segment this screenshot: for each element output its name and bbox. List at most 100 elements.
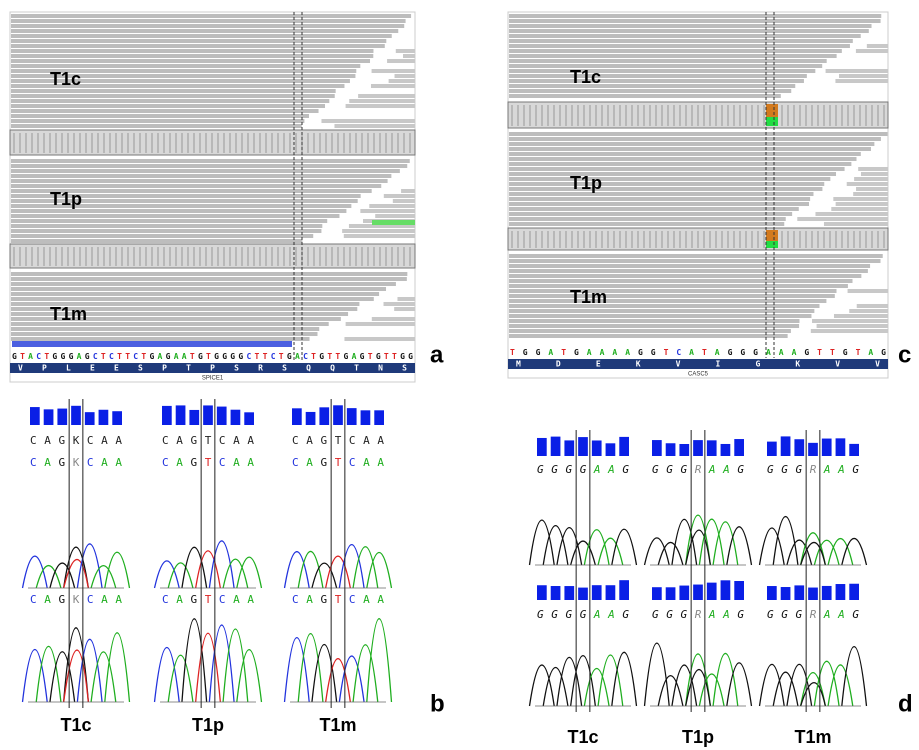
trace-peak [727,527,752,565]
read [372,69,415,73]
read [509,289,837,293]
read [858,167,888,171]
allele-ref [766,104,778,117]
trace-peak [584,668,609,706]
base-calls: CAGTCAA [162,434,254,447]
quality-bar [707,440,717,456]
read [509,259,881,263]
trace-peak [209,625,234,702]
quality-bar [781,587,791,600]
trace-peak [64,559,89,588]
read [509,284,848,288]
read [11,297,374,301]
quality-bar [551,437,561,456]
trace-peak [773,517,798,565]
read [342,229,415,233]
trace-peak [91,566,116,588]
trace-peak [842,647,867,706]
trace-peak [312,644,337,702]
quality-bar [176,405,186,425]
read [372,317,415,321]
read [509,319,799,323]
read [509,24,872,28]
read [853,192,888,196]
read [11,104,325,108]
gene-name: CASC5 [688,372,709,378]
read [11,124,302,128]
quality-bar [822,586,832,600]
read [509,64,822,68]
trace-peak [672,519,697,565]
trace-peak [105,633,130,702]
base-calls: CAGKCAA [30,456,122,469]
trace-peak [353,645,378,702]
read [509,49,842,53]
read [371,84,415,88]
trace-peak [105,552,130,588]
read [856,49,888,53]
trace-peak [801,542,826,565]
trace-peak [787,540,812,565]
read [344,234,415,238]
read [509,89,791,93]
read [369,204,415,208]
read [349,99,415,103]
read [848,289,888,293]
quality-bar [592,440,602,456]
read [397,297,415,301]
read [11,24,404,28]
trace-peak [543,526,568,565]
read [11,159,410,163]
read [11,59,370,63]
read [11,49,373,53]
read [509,44,850,48]
trace-peak [64,650,89,702]
figure: a c b d T1cT1pT1mGTACTGGGAGCTCTTCTGAGAAT… [0,0,919,750]
trace-peak [686,670,711,706]
base-calls: CAGTCAA [162,593,254,606]
trace-peak [801,533,826,565]
read [384,194,415,198]
sample-label: T1p [570,173,602,193]
quality-bar [592,585,602,600]
quality-bar [292,408,302,425]
trace-peak [699,519,724,565]
read [509,264,870,268]
read [854,177,888,181]
panel-label: a [430,341,444,368]
trace-peak [36,566,61,588]
read [11,337,310,341]
trace-peak [36,646,61,702]
read [334,124,415,128]
sample-label: T1c [60,715,91,735]
quality-bar [619,437,629,456]
trace-peak [367,619,392,702]
read-highlight [12,341,292,347]
read [817,324,888,328]
read [11,39,386,43]
read [509,137,881,141]
read [387,59,415,63]
read [509,182,824,186]
read [509,324,799,328]
base-calls: CAGKCAA [30,593,122,606]
trace-peak [612,652,637,706]
quality-bar [734,439,744,456]
quality-bar [734,581,744,600]
read [11,109,319,113]
read [509,29,869,33]
read [360,209,415,213]
read [509,59,827,63]
quality-bar [666,587,676,600]
read [11,34,392,38]
quality-bar [564,586,574,600]
base-calls: GGGGAAG [537,463,629,476]
sample-label: T1m [570,287,607,307]
allele-ref [766,230,778,241]
quality-bar [374,410,384,425]
read [509,69,815,73]
quality-bar [189,410,199,425]
trace-peak [645,538,670,565]
read [403,54,415,58]
